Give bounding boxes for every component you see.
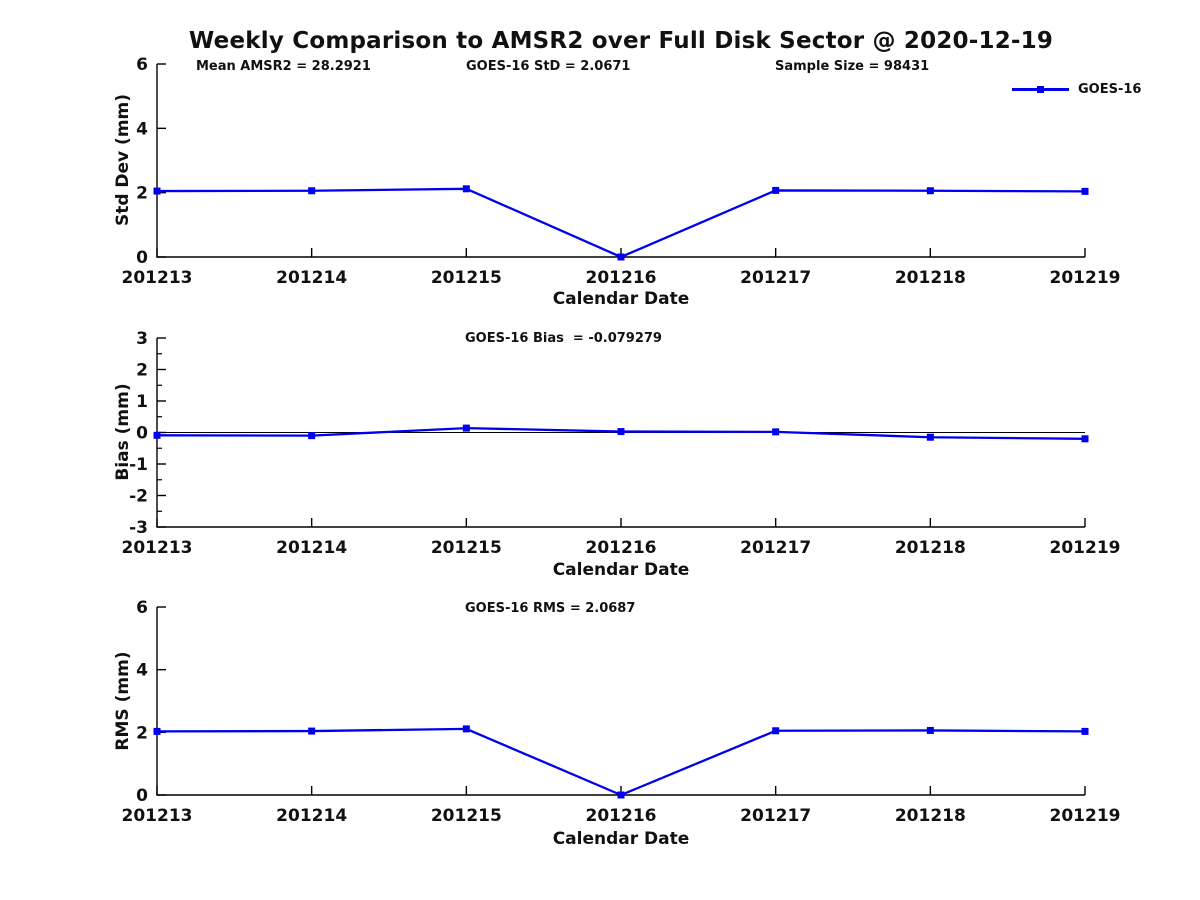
y-tick-label: 1 bbox=[136, 392, 148, 412]
legend-square-marker-icon bbox=[1037, 85, 1044, 93]
y-tick-label: 4 bbox=[136, 661, 148, 681]
std-dev-panel-axes bbox=[156, 64, 1085, 258]
x-axis-label-middle: Calendar Date bbox=[552, 560, 690, 580]
data-point-marker bbox=[926, 726, 934, 734]
y-tick-label: -3 bbox=[129, 518, 148, 538]
data-point-marker bbox=[926, 187, 934, 195]
data-point-marker bbox=[308, 432, 316, 440]
x-tick-label: 201213 bbox=[122, 538, 193, 558]
x-tick-label: 201214 bbox=[276, 806, 347, 826]
data-point-marker bbox=[153, 187, 161, 195]
data-point-marker bbox=[462, 424, 470, 432]
data-point-marker bbox=[462, 725, 470, 733]
x-tick-label: 201219 bbox=[1050, 538, 1121, 558]
y-tick-label: 3 bbox=[136, 329, 148, 349]
data-point-marker bbox=[1081, 187, 1089, 195]
legend-line-sample bbox=[1012, 85, 1069, 93]
annotation-goes16-rms: GOES-16 RMS = 2.0687 bbox=[465, 601, 636, 616]
y-tick-label: 0 bbox=[136, 248, 148, 268]
data-point-marker bbox=[617, 428, 625, 436]
y-tick-label: 0 bbox=[136, 424, 148, 444]
y-tick-label: 2 bbox=[136, 184, 148, 204]
x-tick-label: 201214 bbox=[276, 538, 347, 558]
y-tick-label: -2 bbox=[129, 487, 148, 507]
data-point-marker bbox=[772, 727, 780, 735]
x-tick-label: 201219 bbox=[1050, 806, 1121, 826]
annotation-goes16-bias: GOES-16 Bias = -0.079279 bbox=[465, 331, 662, 346]
x-tick-label: 201215 bbox=[431, 538, 502, 558]
annotation-goes16-std: GOES-16 StD = 2.0671 bbox=[466, 59, 631, 74]
data-point-marker bbox=[617, 253, 625, 261]
x-tick-label: 201218 bbox=[895, 268, 966, 288]
y-tick-label: 6 bbox=[136, 598, 148, 618]
legend: GOES-16 bbox=[1012, 79, 1141, 99]
x-tick-label: 201219 bbox=[1050, 268, 1121, 288]
x-tick-label: 201216 bbox=[586, 806, 657, 826]
y-tick-label: 6 bbox=[136, 55, 148, 75]
y-tick-label: 4 bbox=[136, 119, 148, 139]
y-tick-label: 2 bbox=[136, 361, 148, 381]
rms-panel-series-line bbox=[156, 727, 1086, 797]
x-tick-label: 201217 bbox=[740, 806, 811, 826]
x-axis-label-bottom: Calendar Date bbox=[552, 829, 690, 849]
x-axis-label-top: Calendar Date bbox=[552, 289, 690, 309]
x-tick-label: 201215 bbox=[431, 806, 502, 826]
x-tick-label: 201213 bbox=[122, 268, 193, 288]
x-tick-label: 201215 bbox=[431, 268, 502, 288]
x-tick-label: 201217 bbox=[740, 268, 811, 288]
data-point-marker bbox=[462, 185, 470, 193]
data-point-marker bbox=[153, 727, 161, 735]
std-dev-panel-series-line bbox=[156, 187, 1086, 259]
y-tick-label: -1 bbox=[129, 455, 148, 475]
data-point-marker bbox=[153, 431, 161, 439]
y-tick-label: 2 bbox=[136, 723, 148, 743]
data-point-marker bbox=[772, 186, 780, 194]
figure-title: Weekly Comparison to AMSR2 over Full Dis… bbox=[188, 28, 1054, 54]
annotation-mean-amsr2: Mean AMSR2 = 28.2921 bbox=[196, 59, 371, 74]
x-tick-label: 201218 bbox=[895, 538, 966, 558]
data-point-marker bbox=[308, 187, 316, 195]
x-tick-label: 201216 bbox=[586, 268, 657, 288]
data-point-marker bbox=[308, 727, 316, 735]
x-tick-label: 201216 bbox=[586, 538, 657, 558]
legend-label: GOES-16 bbox=[1078, 81, 1142, 97]
data-point-marker bbox=[617, 791, 625, 799]
x-tick-label: 201218 bbox=[895, 806, 966, 826]
rms-panel-axes bbox=[156, 607, 1085, 796]
x-tick-label: 201213 bbox=[122, 806, 193, 826]
data-point-marker bbox=[926, 433, 934, 441]
data-point-marker bbox=[1081, 435, 1089, 443]
data-point-marker bbox=[772, 428, 780, 436]
x-tick-label: 201214 bbox=[276, 268, 347, 288]
annotation-sample-size: Sample Size = 98431 bbox=[775, 59, 930, 74]
data-point-marker bbox=[1081, 727, 1089, 735]
y-tick-label: 0 bbox=[136, 786, 148, 806]
x-tick-label: 201217 bbox=[740, 538, 811, 558]
